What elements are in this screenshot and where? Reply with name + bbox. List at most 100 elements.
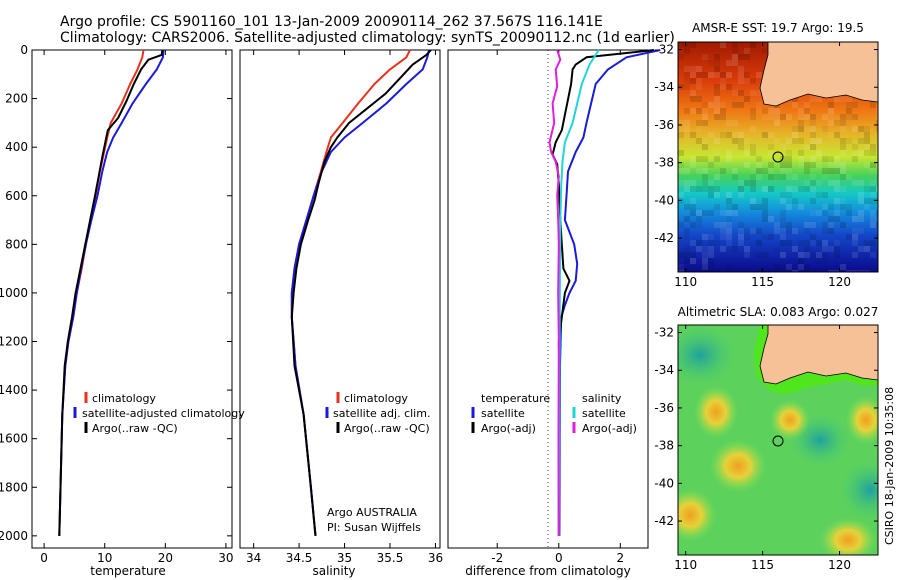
sst-pixel — [714, 66, 720, 72]
sst-pixel — [690, 78, 696, 84]
sst-pixel — [690, 204, 696, 210]
sst-pixel — [744, 234, 750, 240]
sst-pixel — [774, 264, 780, 270]
sst-pixel — [750, 180, 756, 186]
sst-pixel — [834, 120, 840, 126]
x-tick-label: 34 — [246, 551, 261, 565]
sst-pixel — [726, 84, 732, 90]
sst-pixel — [708, 210, 714, 216]
sst-pixel — [858, 126, 864, 132]
sst-pixel — [858, 138, 864, 144]
sst-pixel — [684, 186, 690, 192]
sst-pixel — [720, 222, 726, 228]
sst-pixel — [816, 150, 822, 156]
sst-pixel — [864, 138, 870, 144]
sst-pixel — [744, 54, 750, 60]
sst-pixel — [822, 204, 828, 210]
series-salinity-argo-adj-line — [548, 49, 562, 536]
sst-pixel — [834, 186, 840, 192]
sst-pixel — [780, 192, 786, 198]
sst-pixel — [816, 258, 822, 264]
sst-pixel — [858, 192, 864, 198]
sst-pixel — [690, 156, 696, 162]
sst-pixel — [840, 144, 846, 150]
sst-pixel — [726, 192, 732, 198]
sst-pixel — [768, 150, 774, 156]
sst-pixel — [684, 216, 690, 222]
sst-pixel — [750, 186, 756, 192]
sst-pixel — [726, 222, 732, 228]
sst-pixel — [720, 72, 726, 78]
sst-pixel — [840, 174, 846, 180]
sst-pixel — [684, 120, 690, 126]
sst-pixel — [696, 84, 702, 90]
sst-pixel — [714, 186, 720, 192]
sst-pixel — [780, 240, 786, 246]
sst-pixel — [774, 174, 780, 180]
sst-pixel — [804, 240, 810, 246]
sst-pixel — [804, 246, 810, 252]
sst-pixel — [804, 108, 810, 114]
sla-low-anomaly — [840, 460, 878, 520]
y-tick-label: 1200 — [0, 335, 28, 349]
sst-pixel — [708, 72, 714, 78]
y-tick-label: 200 — [5, 92, 28, 106]
y-tick-label: -38 — [654, 439, 674, 453]
sla-map: Altimetric SLA: 0.083 Argo: 0.027 110 115… — [654, 305, 879, 572]
sst-pixel — [690, 186, 696, 192]
x-tick-label: 115 — [751, 558, 774, 572]
y-tick-label: -36 — [654, 401, 674, 415]
sla-low-anomaly — [678, 325, 736, 385]
sst-pixel — [702, 210, 708, 216]
sst-pixel — [834, 216, 840, 222]
sst-pixel — [810, 132, 816, 138]
legend-label-satellite-adjusted: satellite-adjusted climatology — [82, 407, 245, 420]
sst-pixel — [870, 192, 876, 198]
sst-pixel — [834, 240, 840, 246]
sst-pixel — [786, 204, 792, 210]
sst-pixel — [720, 114, 726, 120]
sst-pixel — [684, 48, 690, 54]
sst-pixel — [828, 228, 834, 234]
sst-pixel — [690, 162, 696, 168]
sst-pixel — [768, 174, 774, 180]
sst-pixel — [690, 132, 696, 138]
sst-pixel — [744, 162, 750, 168]
csiro-timestamp: CSIRO 18-Jan-2009 10:35:08 — [883, 387, 896, 545]
sst-pixel — [858, 246, 864, 252]
x-tick-label: 36 — [428, 551, 443, 565]
legend-label-climatology: climatology — [92, 392, 156, 405]
sst-pixel — [756, 72, 762, 78]
sst-pixel — [762, 234, 768, 240]
sst-pixel — [732, 60, 738, 66]
sst-pixel — [846, 102, 852, 108]
sst-pixel — [834, 180, 840, 186]
sst-pixel — [846, 270, 852, 272]
sst-pixel — [744, 246, 750, 252]
sst-pixel — [852, 114, 858, 120]
sst-pixel — [750, 204, 756, 210]
legend-label-satellite-adj: satellite adj. clim. — [333, 407, 430, 420]
sst-pixel — [726, 120, 732, 126]
sst-pixel — [774, 108, 780, 114]
sst-pixel — [792, 228, 798, 234]
sst-pixel — [804, 114, 810, 120]
sst-pixel — [732, 174, 738, 180]
sst-pixel — [702, 234, 708, 240]
sst-pixel — [816, 162, 822, 168]
header-line2: Climatology: CARS2006. Satellite-adjuste… — [60, 30, 675, 46]
sst-pixel — [810, 174, 816, 180]
x-tick-label: 115 — [751, 275, 774, 289]
sst-pixel — [798, 138, 804, 144]
sst-pixel — [708, 186, 714, 192]
sst-pixel — [738, 90, 744, 96]
y-tick-label: 0 — [20, 43, 28, 57]
sst-pixel — [810, 156, 816, 162]
sst-pixel — [702, 258, 708, 264]
sst-pixel — [864, 270, 870, 272]
sst-pixel — [828, 204, 834, 210]
sst-pixel — [828, 108, 834, 114]
sst-pixel — [690, 198, 696, 204]
sst-pixel — [762, 48, 768, 54]
sst-pixel — [768, 162, 774, 168]
